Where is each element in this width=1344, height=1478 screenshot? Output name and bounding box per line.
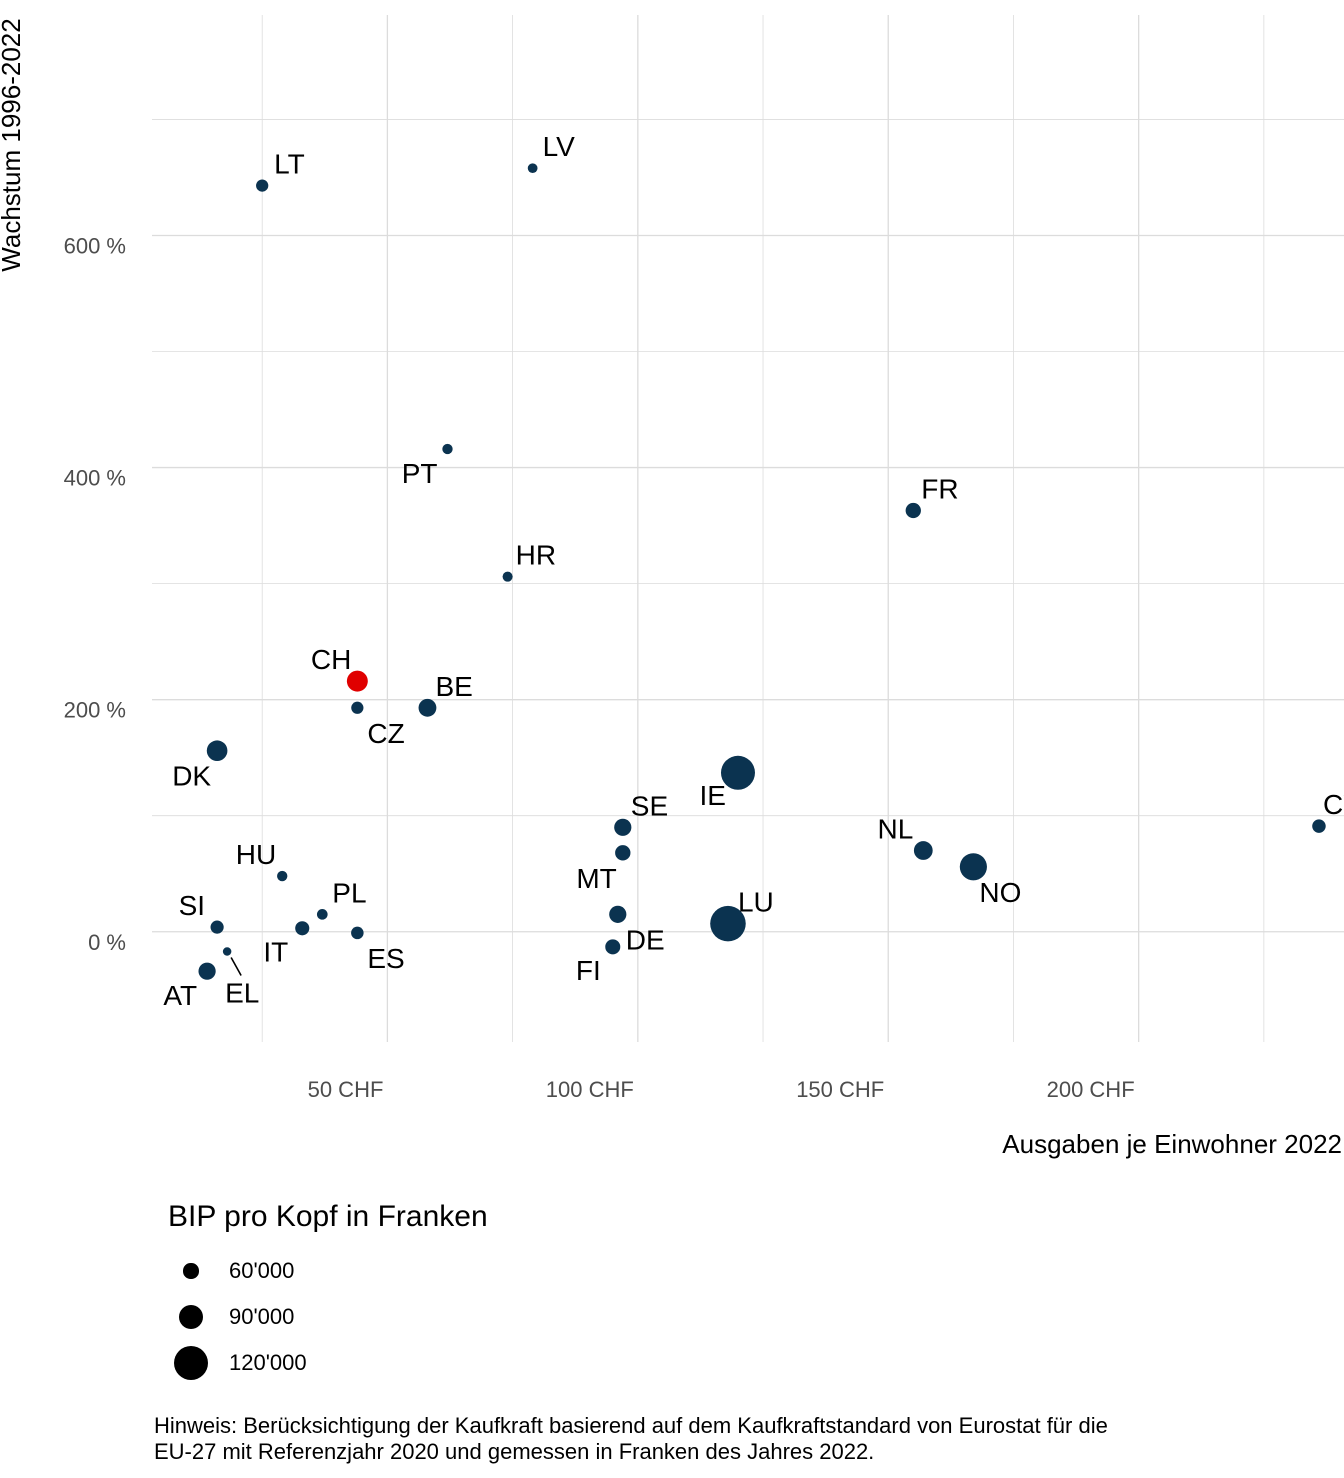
y-tick-label: 0 % [88, 930, 126, 955]
data-point-el [222, 947, 232, 956]
data-point-hr [502, 571, 513, 582]
legend-label: 60'000 [229, 1258, 295, 1283]
data-point-no [959, 853, 987, 881]
point-label-cy: CY [1323, 789, 1344, 820]
legend-dot-large [174, 1346, 208, 1380]
point-label-fi: FI [576, 955, 601, 986]
point-label-nl: NL [877, 814, 913, 845]
label-leader-line [230, 957, 242, 976]
footnote: Hinweis: Berücksichtigung der Kaufkraft … [154, 1413, 1108, 1465]
point-label-es: ES [367, 943, 404, 974]
footnote-line-2: EU-27 mit Referenzjahr 2020 und gemessen… [154, 1439, 875, 1464]
data-points [198, 163, 1326, 980]
data-point-cz [351, 701, 364, 714]
legend-title: BIP pro Kopf in Franken [168, 1200, 488, 1233]
x-tick-label: 50 CHF [308, 1077, 384, 1102]
data-point-dk [206, 740, 228, 762]
data-point-hu [277, 870, 288, 882]
data-point-ch [346, 670, 368, 692]
data-point-lu [710, 905, 746, 942]
point-label-lt: LT [274, 149, 305, 180]
footnote-line-1: Hinweis: Berücksichtigung der Kaufkraft … [154, 1413, 1108, 1438]
x-axis-title: Ausgaben je Einwohner 2022 [1002, 1129, 1342, 1159]
data-point-ie [720, 755, 755, 790]
point-label-pt: PT [402, 458, 438, 489]
y-axis-ticks: 0 % 200 % 400 % 600 % [64, 233, 126, 954]
data-point-be [418, 698, 437, 717]
y-axis-title: Wachstum 1996-2022 [0, 18, 26, 271]
point-labels: LT LV PT FR HR CH CZ BE DK IE SE MT CY NL NO HU PL SI IT ES… [163, 131, 1344, 1011]
data-point-nl [913, 841, 933, 860]
legend-label: 90'000 [229, 1304, 295, 1329]
point-label-ie: IE [700, 780, 726, 811]
data-point-pt [442, 443, 453, 455]
point-label-cz: CZ [367, 718, 404, 749]
x-axis-ticks: 50 CHF 100 CHF 150 CHF 200 CHF [308, 1077, 1135, 1102]
point-label-mt: MT [576, 863, 616, 894]
point-label-be: BE [435, 671, 472, 702]
data-point-lt [256, 179, 269, 192]
y-tick-label: 200 % [64, 698, 126, 723]
data-point-mt [615, 845, 631, 861]
point-label-ch: CH [311, 644, 351, 675]
data-point-es [351, 926, 364, 940]
x-tick-label: 100 CHF [546, 1077, 634, 1102]
legend-label: 120'000 [229, 1350, 307, 1375]
x-tick-label: 150 CHF [796, 1077, 884, 1102]
data-point-pl [316, 909, 328, 920]
data-point-si [210, 920, 224, 934]
legend-dot-medium [178, 1304, 204, 1330]
point-label-de: DE [626, 924, 665, 955]
data-point-cy [1312, 819, 1326, 833]
data-point-at [198, 962, 216, 980]
legend-item-120000: 120'000 [168, 1340, 488, 1386]
point-label-el: EL [225, 977, 259, 1008]
point-label-fr: FR [921, 474, 958, 505]
point-label-si: SI [179, 890, 205, 921]
point-label-no: NO [979, 877, 1021, 908]
y-tick-label: 600 % [64, 233, 126, 258]
point-label-lv: LV [543, 131, 575, 162]
point-label-at: AT [163, 980, 197, 1011]
y-tick-label: 400 % [64, 466, 126, 491]
point-label-lu: LU [738, 887, 774, 918]
data-point-fi [605, 939, 621, 955]
legend-item-90000: 90'000 [168, 1294, 488, 1340]
point-label-hr: HR [516, 540, 556, 571]
grid-lines [152, 15, 1344, 1042]
data-point-fr [905, 502, 921, 519]
scatter-chart: 50 CHF 100 CHF 150 CHF 200 CHF 0 % 200 % 400 … [0, 15, 1344, 1159]
legend-item-60000: 60'000 [168, 1248, 488, 1294]
size-legend: BIP pro Kopf in Franken 60'000 90'000 12… [168, 1200, 488, 1386]
point-label-dk: DK [172, 761, 211, 792]
data-point-de [609, 905, 627, 923]
legend-dot-small [183, 1263, 199, 1279]
point-label-hu: HU [236, 839, 276, 870]
point-label-pl: PL [332, 877, 366, 908]
data-point-se [614, 818, 632, 836]
data-point-it [295, 921, 310, 936]
point-label-se: SE [631, 790, 668, 821]
point-label-it: IT [263, 936, 288, 967]
data-point-lv [527, 163, 538, 174]
x-tick-label: 200 CHF [1047, 1077, 1135, 1102]
